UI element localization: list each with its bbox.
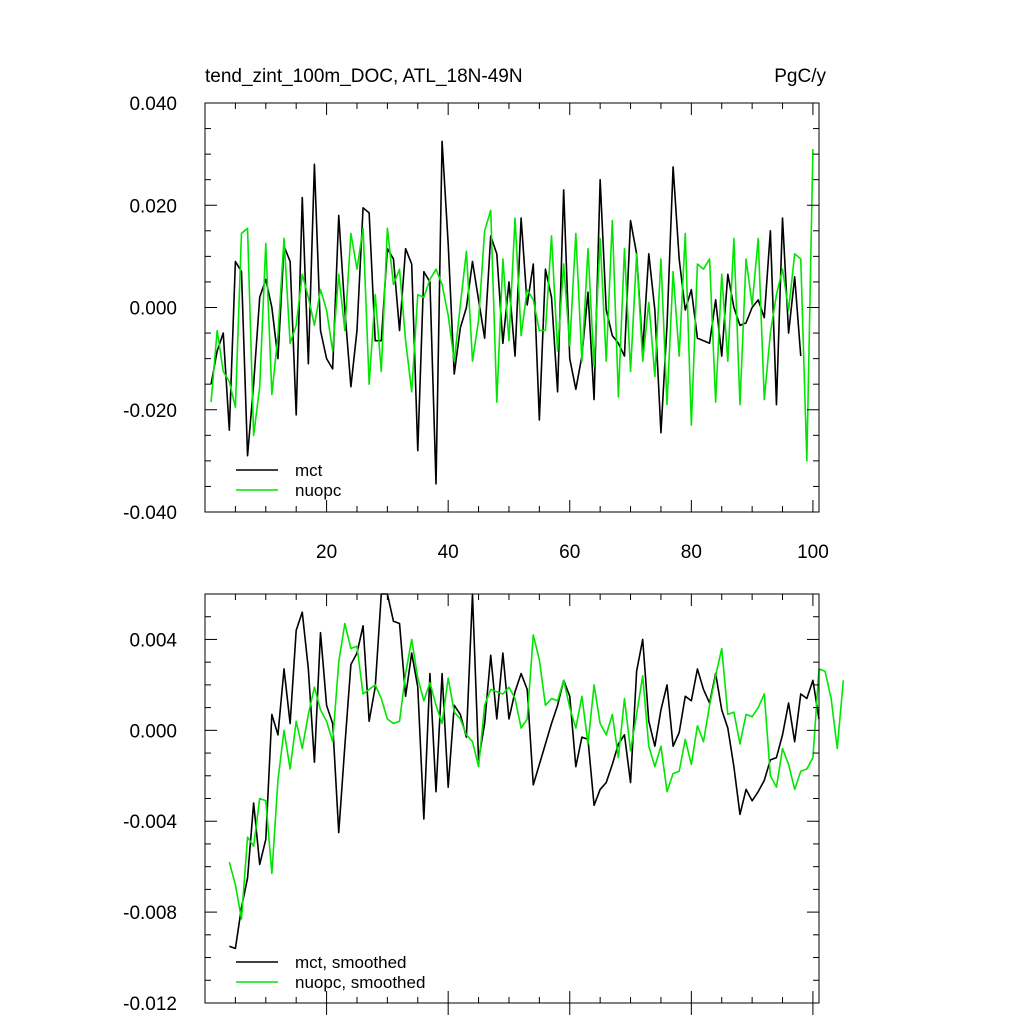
y-tick-label: 0.020 bbox=[129, 196, 177, 217]
y-tick-label: 0.040 bbox=[129, 94, 177, 115]
bottom-panel-ticks: -0.012 -0.008 -0.004 0.000 0.004 bbox=[123, 593, 819, 1015]
top-panel-ticks: -0.040 -0.020 0.000 0.020 0.040 20 40 60 80 100 bbox=[123, 94, 829, 563]
legend-label-mct: mct bbox=[295, 461, 323, 480]
y-tick-label: -0.012 bbox=[123, 994, 177, 1015]
legend-label-nuopc: nuopc bbox=[295, 481, 342, 500]
legend-label-nuopc-smoothed: nuopc, smoothed bbox=[295, 973, 425, 992]
x-tick-label: 60 bbox=[559, 542, 580, 563]
y-tick-label: 0.000 bbox=[129, 721, 177, 742]
x-tick-label: 40 bbox=[438, 542, 459, 563]
x-tick-label: 100 bbox=[797, 542, 829, 563]
y-tick-label: -0.008 bbox=[123, 903, 177, 924]
y-tick-label: -0.020 bbox=[123, 401, 177, 422]
series-line-nuopc bbox=[210, 148, 814, 462]
top-panel-series bbox=[210, 140, 814, 485]
x-tick-label: 80 bbox=[681, 542, 702, 563]
y-tick-label: 0.000 bbox=[129, 299, 177, 320]
bottom-panel: -0.012 -0.008 -0.004 0.000 0.004 mct, smooth… bbox=[123, 593, 845, 1015]
top-panel-units: PgC/y bbox=[774, 66, 826, 87]
top-panel-title: tend_zint_100m_DOC, ATL_18N-49N bbox=[205, 66, 523, 87]
series-line-mct bbox=[210, 140, 802, 485]
bottom-panel-legend: mct, smoothed nuopc, smoothed bbox=[236, 953, 425, 992]
y-tick-label: -0.040 bbox=[123, 503, 177, 524]
legend-label-mct-smoothed: mct, smoothed bbox=[295, 953, 407, 972]
y-tick-label: -0.004 bbox=[123, 812, 177, 833]
x-tick-label: 20 bbox=[316, 542, 337, 563]
bottom-panel-series bbox=[228, 593, 845, 950]
series-line-mct-smoothed bbox=[229, 593, 820, 950]
y-tick-label: 0.004 bbox=[129, 630, 177, 651]
series-line-nuopc-smoothed bbox=[228, 622, 845, 920]
top-panel-legend: mct nuopc bbox=[236, 461, 342, 500]
top-panel: tend_zint_100m_DOC, ATL_18N-49N PgC/y -0… bbox=[123, 66, 829, 563]
